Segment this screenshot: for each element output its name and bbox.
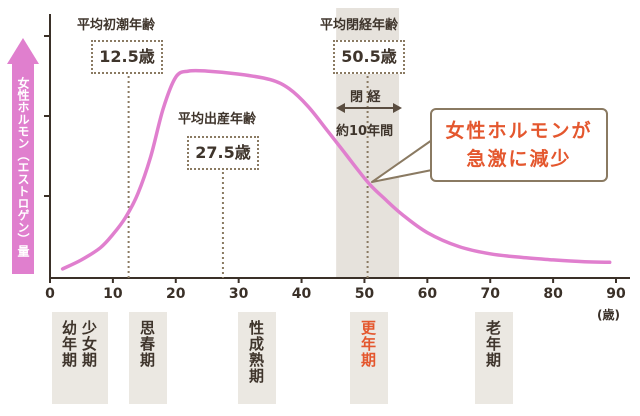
y-axis-label: 女性ホルモン（エストロゲン）量	[16, 77, 30, 257]
menopause-duration-label: 約10年間	[336, 124, 394, 139]
x-tick-label-30: 30	[228, 286, 249, 302]
estrogen-curve	[60, 68, 612, 271]
menopause-age-box: 50.5歳	[333, 40, 405, 74]
menopause-span-arrow	[336, 103, 402, 113]
callout-line-1: 女性ホルモンが	[445, 120, 593, 142]
stage-maturity: 性成熟期	[238, 312, 276, 404]
x-tick-label-80: 80	[543, 286, 563, 302]
stage-childhood-girlhood: 少女期 幼年期	[52, 312, 108, 404]
stage-label-puberty: 思春期	[138, 320, 156, 368]
y-axis-bar	[12, 62, 34, 274]
x-tick-label-20: 20	[166, 286, 186, 302]
stage-puberty: 思春期	[129, 312, 167, 404]
x-ticks	[49, 278, 617, 283]
stage-label-girlhood: 少女期	[80, 320, 98, 368]
x-tick-label-10: 10	[103, 286, 123, 302]
stage-label-maturity: 性成熟期	[247, 320, 265, 384]
y-axis-arrow	[7, 38, 39, 64]
stage-menopause: 更年期	[350, 312, 388, 404]
x-tick-label-50: 50	[354, 286, 375, 302]
x-tick-label-60: 60	[417, 286, 438, 302]
x-tick-label-70: 70	[480, 286, 500, 302]
x-tick-label-0: 0	[45, 286, 55, 302]
menarche-title: 平均初潮年齢	[77, 18, 156, 33]
stage-label-childhood: 幼年期	[60, 320, 78, 368]
menopause-title: 平均閉経年齢	[320, 18, 399, 33]
stage-label-senescence: 老年期	[484, 320, 502, 368]
menarche-age-box: 12.5歳	[91, 40, 163, 74]
callout-line-2: 急激に減少	[466, 148, 572, 170]
childbirth-age-box: 27.5歳	[187, 136, 259, 170]
stage-label-menopause: 更年期	[359, 320, 377, 368]
x-tick-label-90: 90	[606, 286, 626, 302]
childbirth-title: 平均出産年齢	[178, 112, 257, 127]
stage-senescence: 老年期	[475, 312, 513, 404]
x-axis-unit: (歳)	[597, 308, 620, 322]
decline-callout: 女性ホルモンが 急激に減少	[430, 108, 608, 182]
menopause-label: 閉 経	[350, 90, 381, 105]
x-tick-label-40: 40	[291, 286, 312, 302]
